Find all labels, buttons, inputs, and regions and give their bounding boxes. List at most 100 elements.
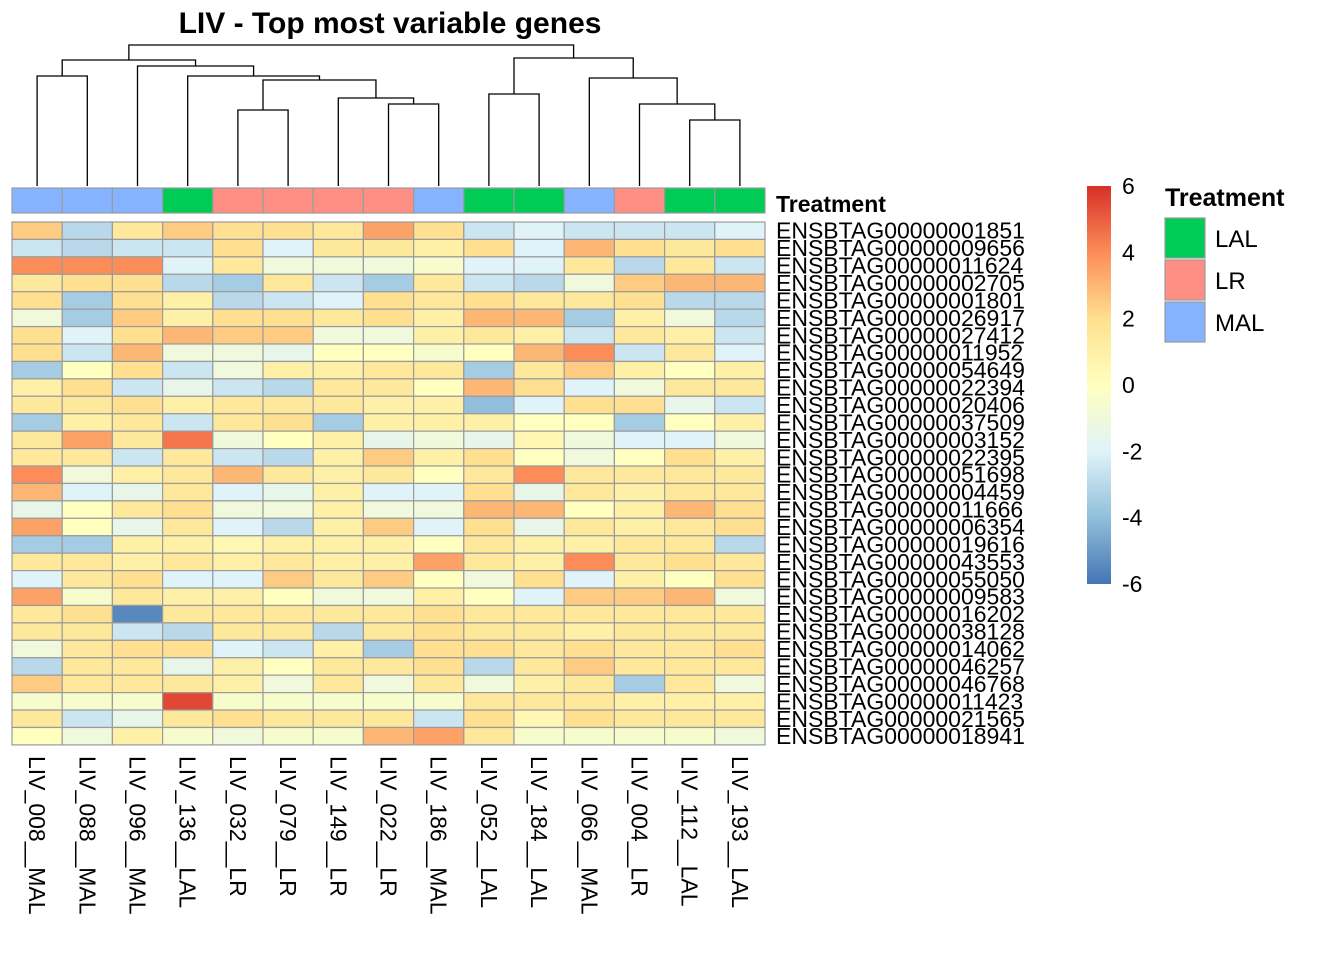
heatmap-cell <box>563 238 616 258</box>
heatmap-cell <box>162 325 214 345</box>
heatmap-cell <box>413 221 465 241</box>
heatmap-cell <box>663 726 716 746</box>
heatmap-cell <box>463 238 515 258</box>
sample-label: LIV_004__LR <box>627 756 653 897</box>
heatmap-cell <box>111 413 164 432</box>
annotation-cell <box>212 187 264 214</box>
gene-label: ENSBTAG00000043553 <box>776 549 1025 575</box>
heatmap-cell <box>262 726 314 746</box>
heatmap-cell <box>613 291 666 310</box>
gene-label: ENSBTAG00000011666 <box>776 497 1023 523</box>
heatmap-cell <box>413 657 465 676</box>
heatmap-cell <box>613 587 666 607</box>
heatmap-cell <box>463 500 515 519</box>
heatmap-cell <box>312 256 365 275</box>
heatmap-cell <box>663 308 716 328</box>
heatmap-cell <box>463 552 515 572</box>
sample-label: LIV_149__LR <box>325 756 351 897</box>
heatmap-cell <box>162 639 214 659</box>
gene-label: ENSBTAG00000051698 <box>776 462 1025 488</box>
heatmap-cell <box>663 674 716 694</box>
heatmap-cell <box>11 657 63 676</box>
heatmap-cell <box>162 465 214 485</box>
heatmap-cell <box>212 291 264 310</box>
heatmap-cell <box>61 604 114 624</box>
annotation-cell <box>262 187 314 214</box>
heatmap-cell <box>714 413 766 432</box>
heatmap-cell <box>413 587 465 607</box>
heatmap-cell <box>663 221 716 241</box>
heatmap-cell <box>11 535 63 554</box>
heatmap-cell <box>714 291 766 310</box>
gene-label: ENSBTAG00000001801 <box>776 287 1025 313</box>
heatmap-cell <box>312 500 365 519</box>
heatmap-cell <box>11 587 63 607</box>
colorbar-tick-label: -6 <box>1122 571 1142 597</box>
heatmap-cell <box>513 482 565 502</box>
gene-label: ENSBTAG00000037509 <box>776 409 1025 435</box>
heatmap-cell <box>563 569 616 589</box>
heatmap-cell <box>312 325 365 345</box>
heatmap-cell <box>613 273 666 293</box>
heatmap-cell <box>11 221 63 241</box>
heatmap-cell <box>61 692 114 711</box>
heatmap-cell <box>162 482 214 502</box>
heatmap-cell <box>714 726 766 746</box>
heatmap-cell <box>714 500 766 519</box>
heatmap-cell <box>262 500 314 519</box>
heatmap-cell <box>513 430 565 450</box>
heatmap-cell <box>413 535 465 554</box>
annotation-cell <box>714 187 766 214</box>
heatmap-cell <box>663 273 716 293</box>
annotation-cell <box>463 187 515 214</box>
heatmap-cell <box>513 465 565 485</box>
colorbar-tick-label: 4 <box>1122 239 1135 265</box>
heatmap-cell <box>262 447 314 467</box>
heatmap-cell <box>463 604 515 624</box>
heatmap-cell <box>463 343 515 363</box>
heatmap-cell <box>513 360 565 380</box>
heatmap-cell <box>162 378 214 397</box>
heatmap-cell <box>262 552 314 572</box>
heatmap-cell <box>563 343 616 363</box>
heatmap-cell <box>11 692 63 711</box>
heatmap-cell <box>413 430 465 450</box>
heatmap-cell <box>212 500 264 519</box>
heatmap-cell <box>11 430 63 450</box>
heatmap-cell <box>563 413 616 432</box>
heatmap-cell <box>714 604 766 624</box>
heatmap-cell <box>613 622 666 641</box>
heatmap-cell <box>111 674 164 694</box>
heatmap-cell <box>61 273 114 293</box>
heatmap-cell <box>413 622 465 641</box>
gene-label: ENSBTAG00000014062 <box>776 636 1025 662</box>
gene-label: ENSBTAG00000016202 <box>776 601 1025 627</box>
heatmap-cell <box>663 517 716 537</box>
dendrogram-branch <box>513 57 634 94</box>
heatmap-cell <box>513 221 565 241</box>
heatmap-cell <box>413 517 465 537</box>
heatmap-cell <box>413 291 465 310</box>
heatmap-cell <box>362 709 415 729</box>
heatmap-cell <box>11 343 63 363</box>
heatmap-cell <box>513 657 565 676</box>
heatmap-cell <box>61 238 114 258</box>
heatmap-cell <box>413 256 465 275</box>
heatmap-cell <box>312 238 365 258</box>
heatmap-cell <box>312 569 365 589</box>
heatmap-cell <box>61 500 114 519</box>
heatmap-cell <box>613 238 666 258</box>
heatmap-cell <box>463 639 515 659</box>
heatmap-cell <box>413 500 465 519</box>
heatmap-cell <box>212 273 264 293</box>
heatmap-cell <box>362 291 415 310</box>
heatmap-cell <box>362 552 415 572</box>
heatmap-cell <box>111 604 164 624</box>
heatmap-cell <box>111 378 164 397</box>
heatmap-cell <box>61 360 114 380</box>
heatmap-cell <box>362 604 415 624</box>
heatmap-cell <box>162 657 214 676</box>
heatmap-cell <box>714 482 766 502</box>
heatmap-cell <box>11 273 63 293</box>
heatmap-cell <box>312 482 365 502</box>
